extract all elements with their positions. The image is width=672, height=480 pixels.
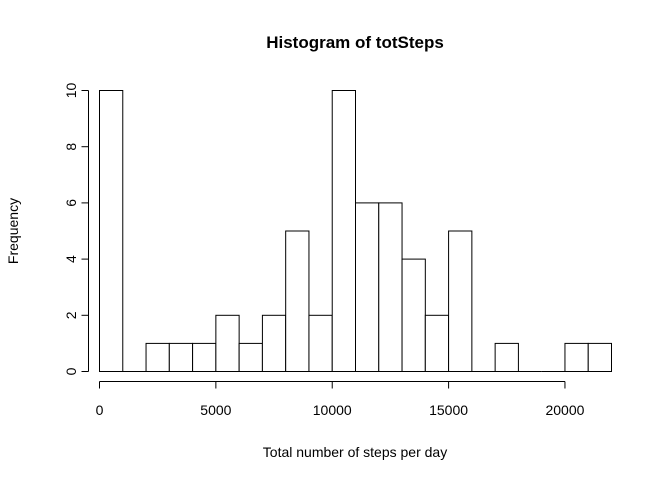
histogram-bar-3 bbox=[168, 342, 194, 372]
y-tick-label: 8 bbox=[63, 143, 79, 151]
histogram-bar-10 bbox=[331, 90, 356, 372]
histogram-bar-20 bbox=[564, 342, 589, 372]
y-tick-label: 6 bbox=[63, 199, 79, 207]
y-axis-label: Frequency bbox=[5, 198, 21, 264]
histogram-bar-11 bbox=[355, 202, 380, 372]
histogram-bar-9 bbox=[308, 314, 333, 372]
histogram-bar-13 bbox=[401, 258, 426, 373]
y-tick-label: 2 bbox=[63, 311, 79, 319]
y-tick-label: 0 bbox=[63, 367, 79, 375]
x-tick-label: 20000 bbox=[545, 402, 584, 418]
histogram-bar-14 bbox=[424, 314, 450, 372]
histogram-bar-4 bbox=[192, 342, 217, 372]
histogram-bar-5 bbox=[215, 314, 240, 372]
histogram-bar-7 bbox=[261, 314, 287, 372]
chart-title: Histogram of totSteps bbox=[266, 33, 444, 52]
histogram-bar-21 bbox=[587, 342, 613, 372]
x-tick-label: 0 bbox=[96, 402, 104, 418]
histogram-bar-2 bbox=[145, 342, 170, 372]
y-tick-label: 10 bbox=[63, 83, 79, 99]
x-axis: 0 5000 10000 15000 20000 bbox=[96, 381, 585, 418]
histogram-bar-15 bbox=[448, 230, 473, 372]
x-tick-label: 10000 bbox=[313, 402, 352, 418]
x-tick-label: 15000 bbox=[429, 402, 468, 418]
y-tick-label: 4 bbox=[63, 255, 79, 263]
histogram-bar-12 bbox=[378, 202, 403, 372]
histogram-bar-17 bbox=[494, 342, 519, 372]
histogram-bar-6 bbox=[238, 342, 263, 372]
y-axis: 0 2 4 6 8 10 bbox=[63, 83, 89, 375]
x-axis-label: Total number of steps per day bbox=[263, 444, 447, 460]
bars-group bbox=[99, 90, 613, 373]
histogram-bar-8 bbox=[285, 230, 310, 372]
histogram-bar-0 bbox=[99, 90, 124, 372]
x-tick-label: 5000 bbox=[200, 402, 231, 418]
